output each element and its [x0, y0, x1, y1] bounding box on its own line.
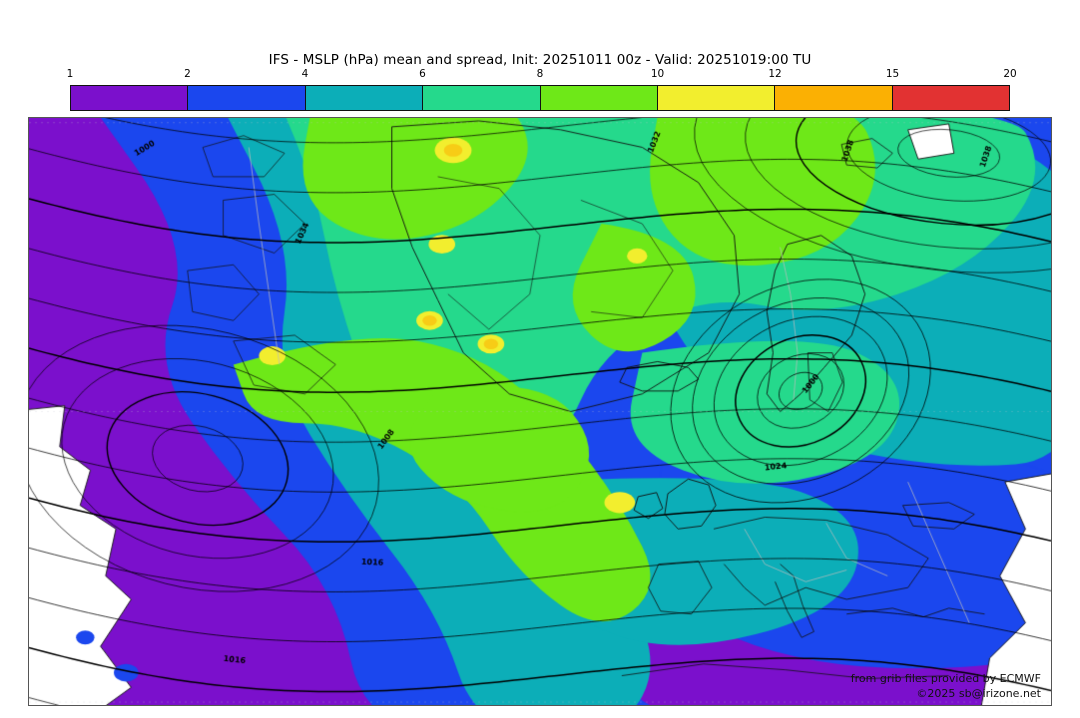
weather-map-canvas[interactable] — [29, 118, 1051, 705]
page-title: IFS - MSLP (hPa) mean and spread, Init: … — [268, 52, 812, 68]
colorbar-tick-1: 1 — [66, 68, 74, 80]
colorbar-segment-5 — [540, 86, 658, 110]
colorbar-tick-4: 4 — [301, 68, 309, 80]
colorbar-segment-4 — [423, 86, 541, 110]
colorbar-segment-7 — [775, 86, 893, 110]
colorbar-tick-6: 6 — [419, 68, 426, 80]
colorbar-tick-labels: 1 2 4 6 8 10 12 15 20 — [66, 68, 1017, 84]
colorbar-segment-8 — [892, 86, 1009, 110]
colorbar-tick-10: 10 — [650, 68, 665, 80]
colorbar-segment-3 — [305, 86, 424, 110]
colorbar-tick-15: 15 — [885, 68, 900, 80]
colorbar-tick-12: 12 — [768, 68, 782, 80]
colorbar-tick-8: 8 — [536, 68, 544, 80]
colorbar-tick-20: 20 — [1003, 68, 1017, 80]
colorbar-gradient — [70, 85, 1010, 111]
colorbar-segment-6 — [657, 86, 776, 110]
colorbar-tick-2: 2 — [184, 68, 191, 80]
colorbar-segment-2 — [188, 86, 306, 110]
colorbar-segment-1 — [71, 86, 189, 110]
map-frame[interactable]: from grib files provided by ECMWF ©2025 … — [28, 117, 1052, 706]
colorbar: 1 2 4 6 8 10 12 15 20 — [66, 68, 1017, 112]
